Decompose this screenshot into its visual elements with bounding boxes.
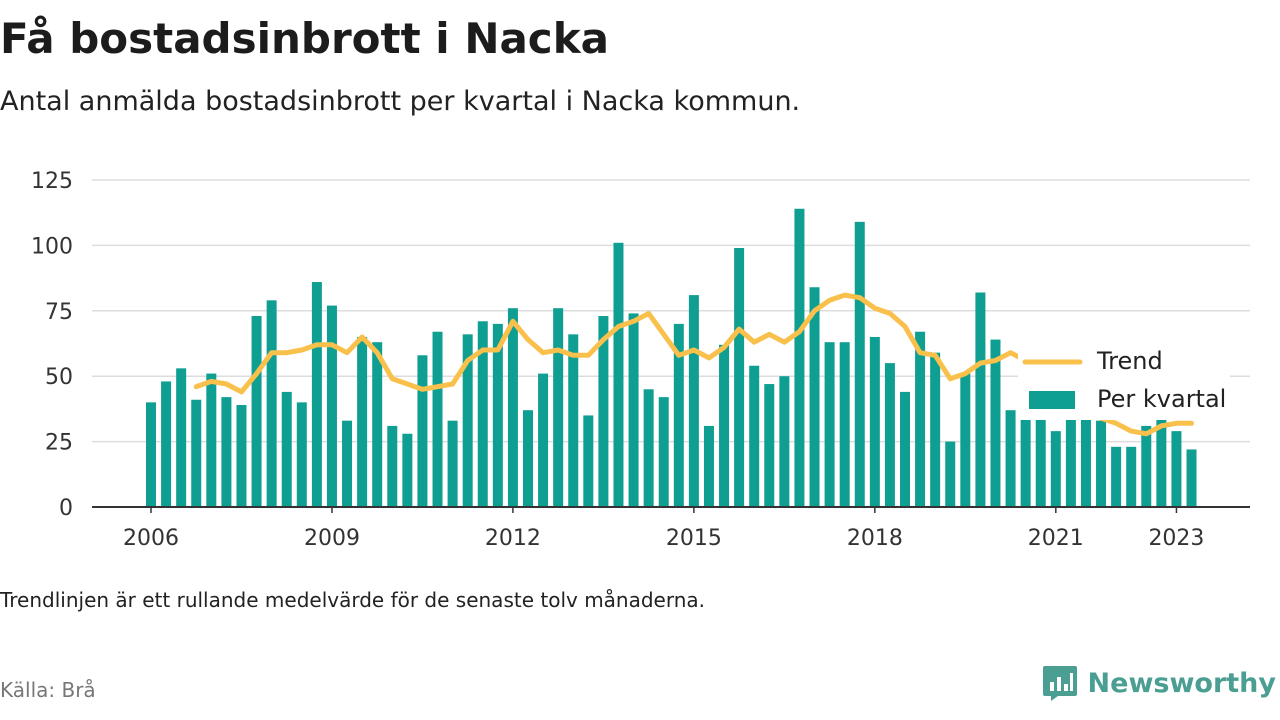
bar-2015-q4 xyxy=(734,248,745,507)
bar-2014-q3 xyxy=(658,397,669,507)
brand-name: Newsworthy xyxy=(1087,667,1276,699)
bar-2020-q1 xyxy=(990,339,1001,507)
y-tick-label-100: 100 xyxy=(31,234,73,259)
bar-2012-q4 xyxy=(553,308,564,507)
bar-2017-q2 xyxy=(824,342,835,507)
bar-2006-q2 xyxy=(161,381,172,507)
bar-2021-q3 xyxy=(1080,402,1091,507)
chart-subtitle: Antal anmälda bostadsinbrott per kvartal… xyxy=(0,86,801,117)
bar-2007-q4 xyxy=(251,316,262,507)
bar-2011-q3 xyxy=(477,321,488,507)
newsworthy-icon xyxy=(1042,666,1077,701)
bar-2015-q3 xyxy=(719,344,730,507)
bar-2014-q4 xyxy=(673,323,684,507)
bar-2012-q2 xyxy=(523,410,533,507)
bar-2017-q3 xyxy=(839,342,850,507)
bar-2008-q4 xyxy=(311,282,322,507)
bar-2014-q1 xyxy=(628,313,639,507)
bar-2010-q1 xyxy=(387,425,398,507)
bar-2022-q4 xyxy=(1156,391,1167,507)
y-tick-label-0: 0 xyxy=(59,496,73,521)
bar-2008-q3 xyxy=(296,402,307,507)
bar-2015-q2 xyxy=(703,425,714,507)
legend-per-kvartal-label: Per kvartal xyxy=(1097,385,1226,413)
x-axis-ticks: 2006 2009 2012 2015 2018 2021 2023 xyxy=(123,507,1204,551)
y-tick-label-75: 75 xyxy=(45,300,73,325)
bar-2013-q4 xyxy=(613,242,624,507)
bar-2011-q2 xyxy=(462,334,473,507)
bar-2018-q3 xyxy=(900,391,910,507)
bar-2010-q3 xyxy=(417,355,428,507)
footnote: Trendlinjen är ett rullande medelvärde f… xyxy=(0,588,706,612)
bar-2023-q1 xyxy=(1171,431,1182,507)
bar-2017-q1 xyxy=(809,287,820,507)
bar-2011-q4 xyxy=(492,323,503,507)
legend: Trend Per kvartal xyxy=(1018,336,1230,420)
bar-2007-q1 xyxy=(206,373,217,507)
legend-trend-label: Trend xyxy=(1096,347,1163,375)
bar-2019-q1 xyxy=(930,352,941,507)
y-tick-label-25: 25 xyxy=(45,431,73,456)
bar-2006-q1 xyxy=(146,402,156,507)
bar-2020-q4 xyxy=(1035,389,1046,507)
chart-title: Få bostadsinbrott i Nacka xyxy=(0,14,609,63)
bar-2019-q4 xyxy=(975,292,986,507)
newsworthy-logo[interactable]: Newsworthy xyxy=(1042,664,1276,702)
legend-per-kvartal-swatch xyxy=(1029,391,1075,409)
x-tick-label-2018: 2018 xyxy=(847,526,903,551)
bar-2006-q4 xyxy=(191,399,202,507)
bar-2018-q4 xyxy=(915,331,926,507)
bar-2008-q1 xyxy=(266,300,277,507)
bar-2020-q2 xyxy=(1005,410,1016,507)
bar-2022-q3 xyxy=(1141,425,1152,507)
bar-2018-q1 xyxy=(869,336,880,507)
bar-2017-q4 xyxy=(854,221,865,507)
source-label: Källa: Brå xyxy=(0,678,96,702)
bar-2016-q4 xyxy=(794,208,805,507)
bar-2019-q3 xyxy=(960,373,971,507)
bar-2014-q2 xyxy=(643,389,654,507)
x-tick-label-2006: 2006 xyxy=(123,526,179,551)
bar-2022-q1 xyxy=(1111,446,1122,507)
bar-2007-q2 xyxy=(221,397,232,507)
bar-2021-q4 xyxy=(1096,420,1107,507)
bar-2019-q2 xyxy=(945,441,956,507)
y-tick-label-50: 50 xyxy=(45,365,73,390)
x-tick-label-2012: 2012 xyxy=(485,526,541,551)
bar-2013-q1 xyxy=(568,334,579,507)
x-tick-label-2021: 2021 xyxy=(1028,526,1084,551)
bar-2016-q2 xyxy=(764,384,775,507)
bar-2006-q3 xyxy=(176,368,187,507)
bar-2009-q4 xyxy=(372,342,383,507)
bars-per-kvartal xyxy=(146,208,1197,507)
bar-2009-q3 xyxy=(357,336,368,507)
bar-2023-q2 xyxy=(1186,449,1197,507)
bar-2020-q3 xyxy=(1020,412,1031,507)
bar-2010-q2 xyxy=(402,433,413,507)
bar-2018-q2 xyxy=(884,363,895,507)
x-tick-label-2009: 2009 xyxy=(304,526,360,551)
bar-2015-q1 xyxy=(688,295,699,507)
bar-2016-q3 xyxy=(779,376,790,507)
bar-2012-q1 xyxy=(507,308,518,507)
bar-2016-q1 xyxy=(749,365,760,507)
bar-2007-q3 xyxy=(236,404,247,507)
bar-2022-q2 xyxy=(1126,446,1137,507)
bar-2008-q2 xyxy=(281,391,292,507)
bar-2009-q2 xyxy=(342,420,353,507)
bar-2021-q2 xyxy=(1065,418,1076,507)
x-tick-label-2023: 2023 xyxy=(1148,526,1204,551)
bar-2013-q2 xyxy=(583,415,594,507)
y-tick-label-125: 125 xyxy=(31,169,73,194)
bar-2021-q1 xyxy=(1050,431,1061,507)
bar-2011-q1 xyxy=(447,420,458,507)
x-tick-label-2015: 2015 xyxy=(666,526,722,551)
bar-2013-q3 xyxy=(598,316,609,507)
bar-2012-q3 xyxy=(538,373,549,507)
y-axis-tick-labels: 0 25 50 75 100 125 xyxy=(31,169,73,521)
bar-2009-q1 xyxy=(326,305,337,507)
bar-2010-q4 xyxy=(432,331,443,507)
